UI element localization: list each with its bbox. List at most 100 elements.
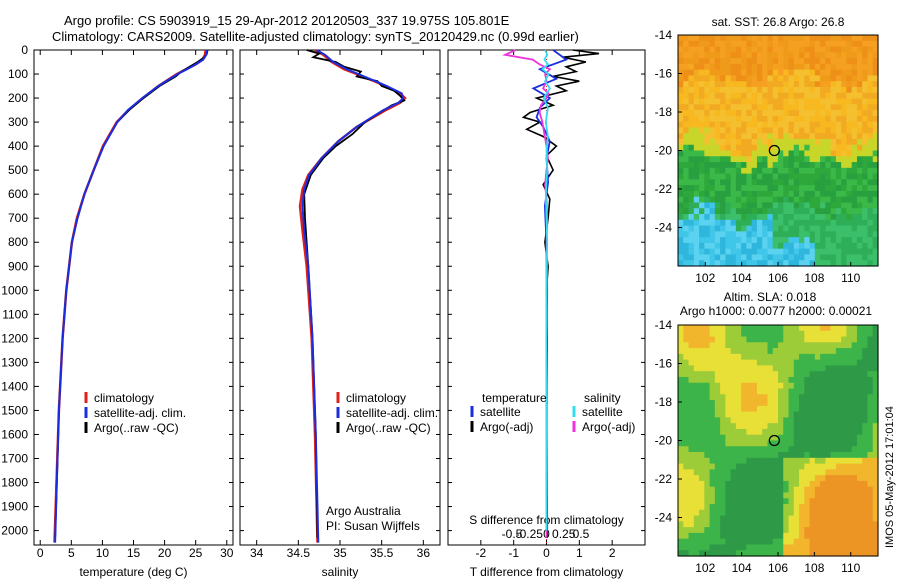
- sla-map-cell: [735, 353, 742, 361]
- sla-map-cell: [762, 411, 769, 419]
- sst-map-cell: [841, 110, 848, 117]
- sst-map-cell: [793, 121, 800, 129]
- sst-map-cell: [762, 254, 769, 261]
- sla-map-cell: [830, 359, 837, 367]
- sla-map-cell: [683, 469, 690, 476]
- sst-map-cell: [846, 150, 853, 157]
- sst-map-cell: [820, 248, 826, 256]
- sst-map-cell: [720, 40, 726, 48]
- sst-map-cell: [872, 231, 879, 238]
- sla-map-cell: [825, 538, 832, 546]
- depth-tick-label: 200: [8, 91, 28, 105]
- sst-map-cell: [709, 58, 716, 65]
- sla-map-cell: [809, 336, 816, 343]
- sst-map-cell: [693, 156, 700, 163]
- sst-map-cell: [699, 63, 705, 71]
- sst-map-cell: [693, 144, 700, 152]
- sla-map-cell: [856, 353, 863, 361]
- sla-map-cell: [799, 527, 805, 534]
- sla-map-cell: [841, 400, 848, 407]
- sla-map-cell: [814, 480, 821, 488]
- sst-map-cell: [746, 162, 753, 169]
- sla-map-cell: [741, 336, 748, 343]
- sla-map-cell: [683, 348, 690, 355]
- sla-map-cell: [830, 365, 837, 372]
- sst-map-cell: [751, 81, 758, 88]
- sla-map-xtick-label: 102: [695, 561, 715, 575]
- sla-map-cell: [814, 388, 821, 395]
- sst-map-cell: [704, 248, 711, 256]
- sst-map-cell: [835, 144, 842, 152]
- sst-map-cell: [846, 92, 853, 100]
- sst-map-cell: [783, 254, 790, 261]
- sst-map-cell: [762, 248, 769, 256]
- sla-map-cell: [678, 504, 684, 511]
- sla-map-cell: [683, 550, 690, 557]
- sla-map-cell: [720, 538, 726, 546]
- sla-map-cell: [872, 388, 879, 395]
- sla-map-cell: [788, 423, 795, 430]
- sst-map-cell: [820, 115, 826, 123]
- sla-map-cell: [730, 428, 737, 436]
- sla-map-cell: [693, 492, 700, 499]
- sla-map-cell: [767, 527, 774, 534]
- salinity-satellite-line: [301, 49, 405, 543]
- sla-map-cell: [830, 388, 837, 395]
- sst-map-cell: [814, 86, 821, 94]
- sla-map-cell: [730, 382, 737, 390]
- sst-map-cell: [841, 81, 848, 88]
- sst-map-cell: [767, 81, 774, 88]
- sst-map-cell: [735, 254, 742, 261]
- sla-map-cell: [683, 342, 690, 349]
- sla-map-cell: [699, 325, 705, 332]
- sst-map-cell: [778, 162, 784, 169]
- sla-map-cell: [746, 486, 753, 494]
- sla-map-cell: [767, 492, 774, 499]
- sla-map-cell: [688, 434, 695, 442]
- sst-map-cell: [714, 104, 721, 111]
- sla-map-cell: [741, 509, 748, 517]
- sst-map-cell: [725, 127, 732, 134]
- sst-map-cell: [841, 46, 848, 53]
- sst-map-cell: [741, 185, 748, 192]
- sla-map-cell: [730, 457, 737, 465]
- sla-map-cell: [862, 504, 869, 511]
- sst-map-cell: [830, 52, 837, 59]
- sla-map-cell: [693, 359, 700, 367]
- sla-map-cell: [730, 532, 737, 540]
- sst-map-cell: [756, 63, 763, 71]
- sst-map-cell: [683, 121, 690, 129]
- sla-map-cell: [720, 440, 726, 447]
- sst-map-cell: [778, 156, 784, 163]
- sla-map-cell: [725, 400, 732, 407]
- sst-map-cell: [778, 260, 784, 267]
- sst-map-cell: [730, 167, 737, 175]
- sla-map-cell: [714, 504, 721, 511]
- sla-map-cell: [751, 463, 758, 470]
- sst-map-cell: [846, 110, 853, 117]
- sla-map-cell: [730, 475, 737, 482]
- sla-map-cell: [756, 371, 763, 378]
- sst-map-cell: [820, 150, 826, 157]
- sla-map-cell: [741, 498, 748, 505]
- sla-map-cell: [851, 527, 858, 534]
- sla-map-cell: [751, 365, 758, 372]
- sla-map-cell: [841, 538, 848, 546]
- sst-map-cell: [820, 179, 826, 186]
- sst-map-cell: [756, 144, 763, 152]
- sst-map-cell: [699, 167, 705, 175]
- sst-map-cell: [735, 115, 742, 123]
- sst-map-cell: [725, 138, 732, 146]
- sla-map-cell: [851, 330, 858, 338]
- sla-map-cell: [820, 550, 826, 557]
- sla-map-cell: [756, 504, 763, 511]
- sla-map-cell: [688, 342, 695, 349]
- sst-map-cell: [714, 190, 721, 198]
- sla-map-cell: [720, 423, 726, 430]
- sla-map-cell: [746, 527, 753, 534]
- sst-map-cell: [746, 127, 753, 134]
- sst-map-cell: [867, 127, 874, 134]
- sla-map-cell: [862, 463, 869, 470]
- sst-map-cell: [825, 69, 832, 77]
- sst-map-cell: [693, 179, 700, 186]
